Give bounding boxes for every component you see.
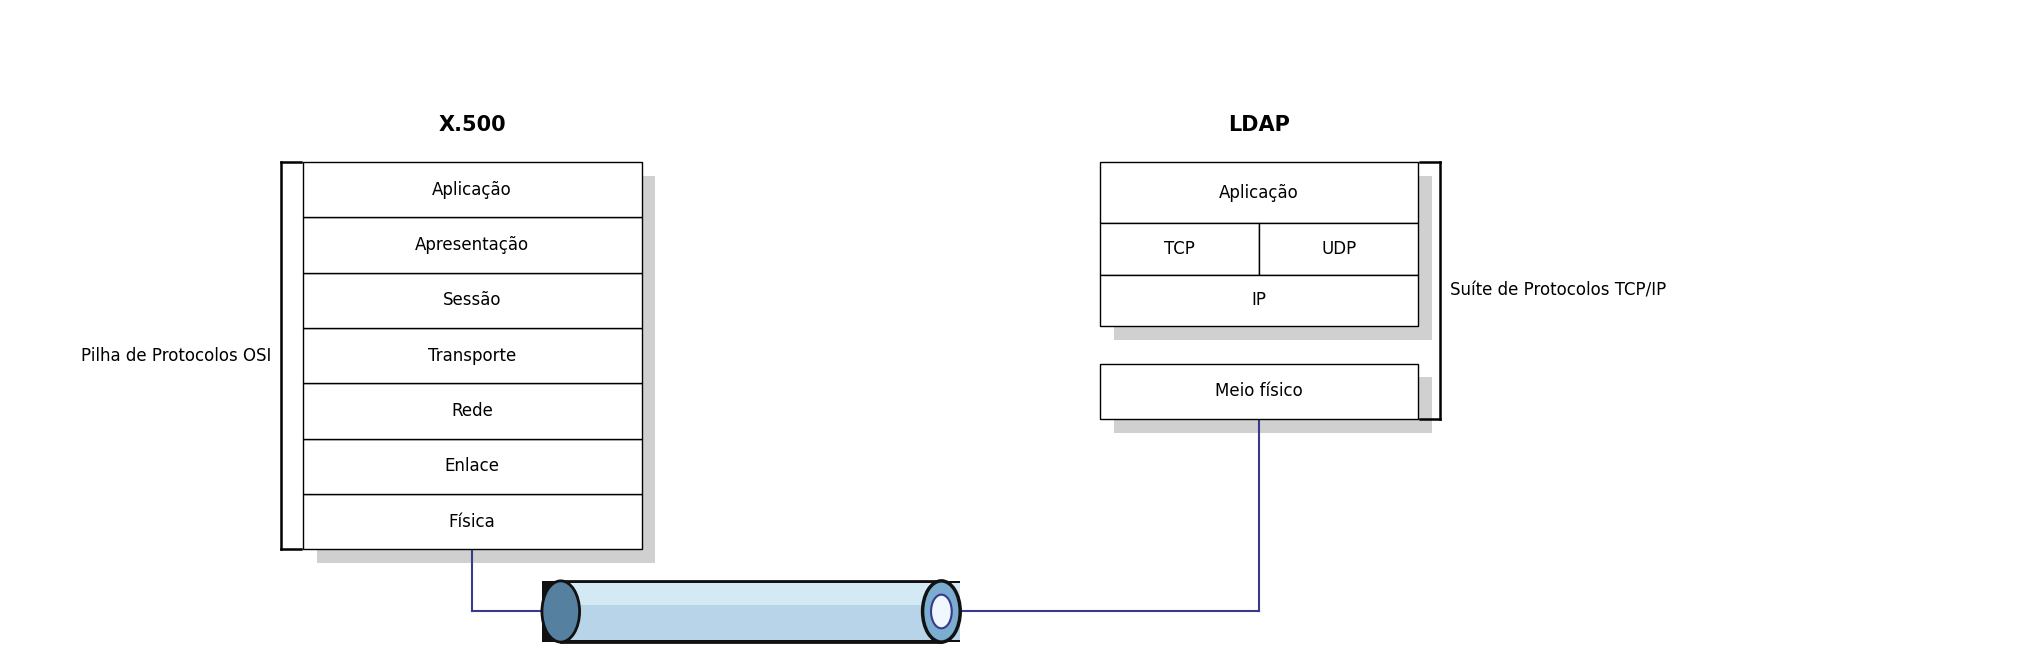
Text: IP: IP: [1250, 291, 1266, 309]
Text: TCP: TCP: [1163, 240, 1194, 258]
Bar: [303, 328, 641, 384]
Text: Suíte de Protocolos TCP/IP: Suíte de Protocolos TCP/IP: [1448, 281, 1665, 299]
Bar: [303, 494, 641, 549]
Bar: [303, 162, 641, 217]
Text: UDP: UDP: [1321, 240, 1355, 258]
Bar: [556, 584, 959, 605]
Ellipse shape: [922, 581, 959, 642]
Text: Física: Física: [449, 513, 496, 531]
Bar: [1098, 364, 1418, 419]
Text: Aplicação: Aplicação: [1218, 184, 1299, 202]
Bar: [1098, 162, 1418, 223]
Text: Apresentação: Apresentação: [415, 236, 530, 254]
Text: Sessão: Sessão: [443, 291, 502, 309]
Bar: [1113, 378, 1432, 433]
Text: Aplicação: Aplicação: [433, 181, 512, 199]
Bar: [303, 384, 641, 439]
Text: Meio físico: Meio físico: [1214, 382, 1303, 400]
Text: Transporte: Transporte: [429, 347, 516, 365]
Bar: [303, 439, 641, 494]
Bar: [1113, 176, 1432, 340]
Bar: [1098, 223, 1258, 275]
Bar: [556, 584, 959, 640]
Ellipse shape: [931, 595, 951, 628]
Text: Enlace: Enlace: [445, 458, 500, 476]
Bar: [303, 273, 641, 328]
Bar: [1098, 275, 1418, 326]
Bar: [303, 217, 641, 273]
Text: Rede: Rede: [451, 402, 494, 420]
Ellipse shape: [542, 581, 579, 642]
Text: X.500: X.500: [439, 115, 506, 135]
Bar: [1258, 223, 1418, 275]
Text: Pilha de Protocolos OSI: Pilha de Protocolos OSI: [81, 347, 271, 365]
Text: LDAP: LDAP: [1228, 115, 1289, 135]
Bar: [318, 176, 655, 563]
Bar: [542, 581, 959, 642]
